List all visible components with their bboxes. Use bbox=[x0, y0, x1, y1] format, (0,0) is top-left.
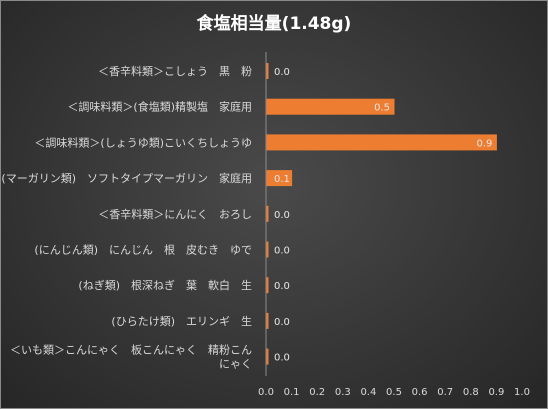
x-tick-label: 0.1 bbox=[284, 387, 300, 398]
bar bbox=[266, 241, 269, 258]
x-tick-label: 0.5 bbox=[386, 387, 402, 398]
bar bbox=[266, 98, 395, 115]
x-tick-label: 0.0 bbox=[258, 387, 274, 398]
x-tick-label: 0.6 bbox=[412, 387, 428, 398]
bar bbox=[266, 205, 269, 222]
category-label: ＜香辛料類＞こしょう 黒 粉 bbox=[98, 64, 252, 78]
x-tick-label: 0.2 bbox=[309, 387, 325, 398]
data-label: 0.0 bbox=[274, 317, 290, 328]
category-label: ＜調味料類＞(食塩類)精製塩 家庭用 bbox=[67, 100, 252, 114]
x-tick-label: 0.7 bbox=[437, 387, 453, 398]
data-label: 0.0 bbox=[274, 246, 290, 257]
bar bbox=[266, 170, 293, 187]
category-label: (マーガリン類) ソフトタイプマーガリン 家庭用 bbox=[1, 171, 252, 185]
x-tick-label: 0.8 bbox=[463, 387, 479, 398]
category-label: (にんじん類) にんじん 根 皮むき ゆで bbox=[34, 243, 252, 257]
category-label: ＜いも類＞こんにゃく 板こんにゃく 精粉こんにゃく bbox=[10, 343, 252, 371]
bar bbox=[266, 134, 497, 151]
category-labels: ＜香辛料類＞こしょう 黒 粉 ＜調味料類＞(食塩類)精製塩 家庭用 ＜調味料類＞(し… bbox=[1, 64, 252, 371]
data-label: 0.0 bbox=[274, 281, 290, 292]
x-axis-ticks: 0.0 0.1 0.2 0.3 0.4 0.5 0.6 0.7 0.8 0.9 1.0 bbox=[258, 387, 530, 398]
x-tick-label: 0.4 bbox=[360, 387, 376, 398]
data-label: 0.0 bbox=[274, 67, 290, 78]
data-label: 0.9 bbox=[476, 138, 492, 149]
data-label: 0.1 bbox=[274, 174, 290, 185]
data-label: 0.0 bbox=[274, 210, 290, 221]
data-label: 0.5 bbox=[374, 103, 390, 114]
bar bbox=[266, 63, 269, 79]
bar bbox=[266, 277, 269, 294]
chart-title: 食塩相当量(1.48g) bbox=[197, 13, 352, 34]
x-tick-label: 0.3 bbox=[335, 387, 351, 398]
category-label: (ねぎ類) 根深ねぎ 葉 軟白 生 bbox=[78, 278, 252, 292]
x-tick-label: 1.0 bbox=[514, 387, 530, 398]
x-tick-label: 0.9 bbox=[488, 387, 504, 398]
bars: 0.0 0.5 0.9 0.1 0.0 0.0 0.0 0.0 0.0 bbox=[265, 52, 497, 376]
category-label: (ひらたけ類) エリンギ 生 bbox=[111, 314, 252, 328]
category-label: ＜香辛料類＞にんにく おろし bbox=[98, 207, 252, 221]
category-label: ＜調味料類＞(しょうゆ類)こいくちしょうゆ bbox=[34, 135, 252, 149]
bar bbox=[266, 348, 269, 365]
data-label: 0.0 bbox=[274, 353, 290, 364]
bar bbox=[266, 312, 269, 329]
